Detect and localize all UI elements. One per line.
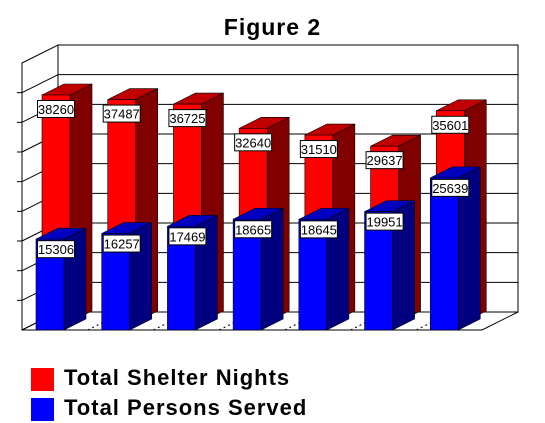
data-label-persons-served-box (365, 212, 404, 231)
legend-item-persons-served: Total Persons Served (31, 395, 451, 423)
bar-persons-served-front (364, 211, 393, 331)
bar-persons-served-front (429, 177, 459, 331)
chart-plot: 38260 15306 37487 16257 36725 17469 32640 18665… (17, 44, 519, 331)
gridline (21, 74, 59, 94)
data-label-persons-served-text: 17469 (169, 229, 205, 244)
data-label-shelter-nights-text: 31510 (301, 142, 337, 157)
legend-swatch-persons-served (31, 398, 54, 421)
data-label-shelter-nights-box (37, 99, 75, 118)
data-label-shelter-nights-box (299, 140, 338, 159)
data-label-persons-served-box (102, 234, 141, 253)
data-label-persons-served-text: 18665 (235, 222, 271, 237)
data-label-persons-served-text: 19951 (366, 215, 402, 230)
data-label-persons-served-box (299, 220, 338, 239)
data-label-persons-served: 25639 (431, 178, 470, 197)
data-label-persons-served-box (168, 227, 207, 246)
data-label-persons-served-text: 25639 (432, 181, 468, 196)
data-labels: 38260 15306 37487 16257 36725 17469 32640 18665… (37, 99, 470, 259)
legend-label-shelter-nights: Total Shelter Nights (64, 365, 291, 390)
legend-swatch-shelter-nights (31, 368, 54, 391)
data-label-shelter-nights: 36725 (168, 109, 207, 128)
bar-persons-served (364, 200, 415, 331)
legend-label-persons-served: Total Persons Served (64, 395, 308, 420)
data-label-persons-served: 19951 (365, 212, 404, 231)
data-label-persons-served-text: 15306 (38, 242, 74, 257)
data-label-shelter-nights: 31510 (299, 140, 338, 159)
data-label-shelter-nights-box (431, 115, 470, 134)
data-label-shelter-nights: 29637 (365, 151, 404, 170)
data-label-persons-served-text: 18645 (301, 222, 337, 237)
data-label-shelter-nights-box (102, 104, 141, 123)
data-label-persons-served: 18665 (234, 220, 273, 239)
data-label-shelter-nights: 37487 (102, 104, 141, 123)
data-label-persons-served-box (431, 178, 470, 197)
data-label-shelter-nights-text: 38260 (38, 102, 74, 117)
data-label-persons-served-text: 16257 (104, 237, 140, 252)
data-label-shelter-nights-box (168, 109, 207, 128)
data-label-shelter-nights: 38260 (37, 99, 75, 118)
data-label-persons-served: 17469 (168, 227, 207, 246)
bar-persons-served (429, 166, 481, 331)
data-label-persons-served-box (234, 220, 273, 239)
data-label-persons-served: 18645 (299, 220, 338, 239)
data-label-shelter-nights-box (234, 133, 273, 152)
legend-item-shelter-nights: Total Shelter Nights (31, 365, 451, 393)
data-label-shelter-nights-text: 35601 (432, 118, 468, 133)
data-label-shelter-nights-text: 37487 (104, 107, 140, 122)
data-label-shelter-nights-box (365, 151, 404, 170)
data-label-persons-served: 16257 (102, 234, 141, 253)
data-label-shelter-nights-text: 36725 (169, 111, 205, 126)
data-label-persons-served: 15306 (37, 240, 75, 259)
chart-title: Figure 2 (223, 14, 322, 40)
data-label-persons-served-box (37, 240, 75, 259)
data-label-shelter-nights: 35601 (431, 115, 470, 134)
data-label-shelter-nights-text: 32640 (235, 135, 271, 150)
data-label-shelter-nights-text: 29637 (366, 153, 402, 168)
data-label-shelter-nights: 32640 (234, 133, 273, 152)
